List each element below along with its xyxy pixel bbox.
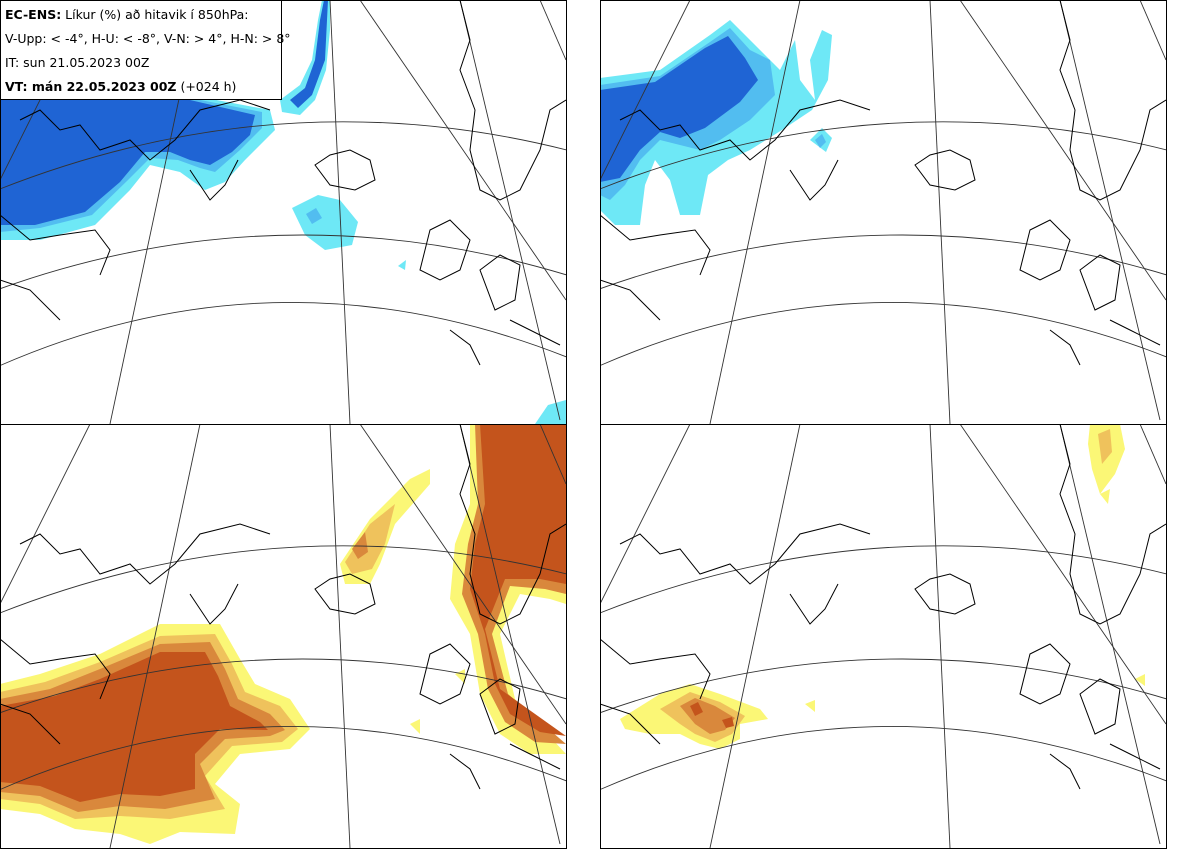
- legend-line-1: EC-ENS: Líkur (%) að hitavik í 850hPa:: [5, 3, 276, 27]
- graticule: [0, 424, 566, 848]
- probability-fill: [600, 20, 832, 225]
- probability-fill: [0, 0, 566, 424]
- legend-lead-time: (+024 h): [176, 79, 237, 94]
- legend-line-3: IT: sun 21.05.2023 00Z: [5, 55, 150, 70]
- panel-bottom-right: 100 95 65 35 5: [600, 424, 1166, 848]
- map-bottom-right: [600, 424, 1166, 848]
- coastlines: [0, 424, 566, 790]
- coastlines: [0, 0, 566, 366]
- graticule: [600, 424, 1166, 848]
- map-top-left: [0, 0, 566, 424]
- panel-top-left: 100 95 65 35 5 EC-ENS: Líkur (%) að hita…: [0, 0, 566, 424]
- probability-fill: [0, 424, 566, 844]
- legend-title: Líkur (%) að hitavik í 850hPa:: [61, 7, 249, 22]
- panel-bottom-left: 100 95 65 35 5: [0, 424, 566, 848]
- legend-line-4: VT: mán 22.05.2023 00Z (+024 h): [5, 75, 276, 99]
- probability-fill: [620, 424, 1145, 749]
- legend-model: EC-ENS:: [5, 7, 62, 22]
- legend-valid-time: VT: mán 22.05.2023 00Z: [5, 79, 177, 94]
- forecast-legend: EC-ENS: Líkur (%) að hitavik í 850hPa: V…: [0, 0, 291, 100]
- panel-top-right: 100 95 65 35 5: [600, 0, 1166, 424]
- map-top-right: [600, 0, 1166, 424]
- coastlines: [600, 424, 1166, 790]
- map-bottom-left: [0, 424, 566, 848]
- coastlines: [600, 0, 1166, 366]
- legend-line-2: V-Upp: < -4°, H-U: < -8°, V-N: > 4°, H-N…: [5, 31, 291, 46]
- graticule: [0, 0, 566, 424]
- graticule: [600, 0, 1166, 424]
